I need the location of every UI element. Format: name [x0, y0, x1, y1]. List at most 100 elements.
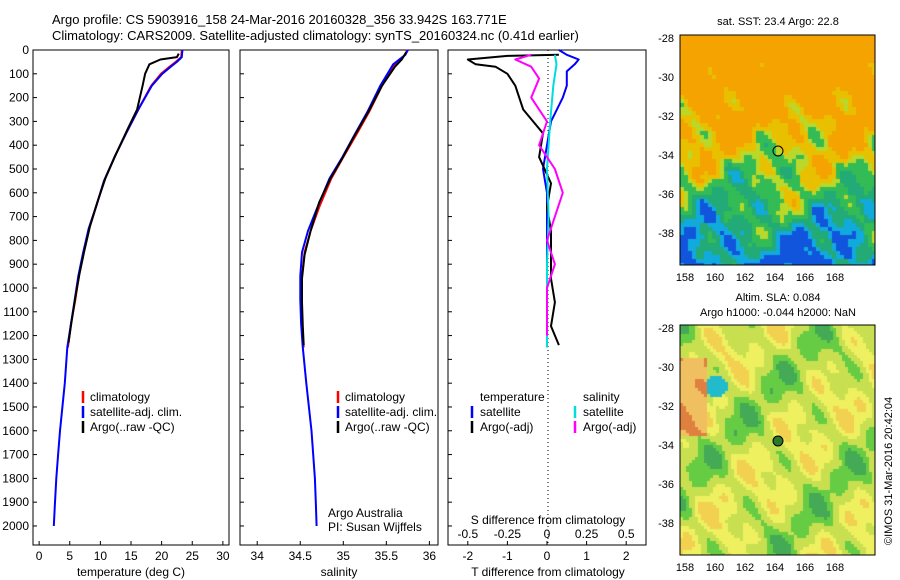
lat-tick-label: -36	[658, 479, 674, 491]
salinity-x-label: salinity	[321, 565, 358, 579]
depth-tick-label: 600	[9, 186, 29, 200]
lon-tick-label: 160	[706, 272, 724, 284]
depth-tick-label: 1100	[3, 305, 29, 319]
lat-tick-label: -30	[658, 362, 674, 374]
series-line-argo-raw-qc-	[302, 52, 406, 345]
series-line-satellite-adj-clim-	[54, 50, 183, 526]
depth-tick-label: 1500	[2, 400, 29, 414]
depth-tick-label: 0	[22, 43, 29, 57]
x-tick-label: 20	[155, 549, 169, 563]
depth-tick-label: 500	[9, 162, 29, 176]
salinity-panel-frame	[240, 50, 438, 545]
depth-tick-label: 1200	[2, 329, 29, 343]
lat-tick-label: -34	[658, 440, 674, 452]
lat-tick-label: -38	[658, 228, 674, 240]
x-tick-label: -2	[462, 549, 473, 563]
salinity-legend: climatology satellite-adj. clim. Argo(..…	[338, 390, 437, 434]
depth-tick-label: 1400	[2, 376, 29, 390]
temperature-legend: climatology satellite-adj. clim. Argo(..…	[83, 390, 182, 434]
lat-tick-label: -32	[658, 401, 674, 413]
depth-tick-label: 1000	[2, 281, 29, 295]
temperature-series	[54, 50, 183, 526]
series-line-salinity-argo-adj-	[515, 55, 563, 336]
lon-tick-label: 166	[796, 272, 814, 284]
pi-label: PI: Susan Wijffels	[328, 520, 422, 534]
depth-tick-label: 300	[9, 114, 29, 128]
x-tick-label: 25	[186, 549, 200, 563]
legend-argo-label: Argo(..raw -QC)	[345, 420, 430, 434]
legend-satellite-label: satellite-adj. clim.	[345, 405, 437, 419]
difference-s-label: S difference from climatology	[471, 513, 626, 527]
depth-tick-label: 1900	[2, 495, 29, 509]
depth-tick-label: 800	[9, 233, 29, 247]
x-tick-label: 15	[124, 549, 138, 563]
difference-t-label: T difference from climatology	[471, 565, 625, 579]
x-tick-label: 0	[544, 549, 551, 563]
x-tick-label: 0	[36, 549, 43, 563]
depth-tick-label: 1600	[2, 424, 29, 438]
s-tick-label: 0.25	[575, 527, 599, 541]
salinity-x-ticks: 34 34.5 35 35.5 36	[251, 541, 437, 563]
series-line-argo-raw-qc-	[69, 54, 179, 343]
lon-tick-label: 158	[676, 562, 694, 574]
legend-s-satellite-label: satellite	[583, 405, 624, 419]
x-tick-label: 30	[216, 549, 230, 563]
salinity-series	[300, 50, 408, 526]
sla-map-title-line2: Argo h1000: -0.044 h2000: NaN	[700, 307, 856, 319]
x-tick-label: 5	[66, 549, 73, 563]
lon-tick-label: 164	[766, 272, 784, 284]
lat-tick-label: -28	[658, 33, 674, 45]
s-tick-label: -0.25	[494, 527, 522, 541]
x-tick-label: 36	[423, 549, 437, 563]
sla-map	[680, 325, 875, 555]
depth-tick-label: 100	[9, 67, 29, 81]
lon-tick-label: 162	[736, 272, 754, 284]
legend-salinity-title: salinity	[583, 390, 620, 404]
legend-argo-label: Argo(..raw -QC)	[90, 420, 175, 434]
sla-map-title-line1: Altim. SLA: 0.084	[736, 292, 821, 304]
x-tick-label: 1	[583, 549, 590, 563]
lon-tick-label: 160	[706, 562, 724, 574]
sst-map	[680, 35, 875, 265]
sst-map-title: sat. SST: 23.4 Argo: 22.8	[717, 16, 839, 28]
legend-satellite-label: satellite-adj. clim.	[90, 405, 182, 419]
legend-s-argo-label: Argo(-adj)	[583, 420, 636, 434]
x-tick-label: -1	[502, 549, 513, 563]
depth-tick-label: 1700	[2, 448, 29, 462]
lon-tick-label: 164	[766, 562, 784, 574]
lat-tick-label: -28	[658, 323, 674, 335]
series-line-climatology	[68, 50, 182, 348]
depth-tick-label: 900	[9, 257, 29, 271]
series-line-temperature-argo-adj-	[468, 55, 559, 345]
x-tick-label: 35.5	[375, 549, 399, 563]
depth-tick-label: 1300	[2, 352, 29, 366]
series-line-climatology	[301, 50, 407, 348]
s-tick-label: -0.5	[457, 527, 478, 541]
x-tick-label: 35	[337, 549, 351, 563]
x-tick-label: 10	[94, 549, 108, 563]
lat-tick-label: -34	[658, 150, 674, 162]
legend-t-satellite-label: satellite	[480, 405, 521, 419]
depth-tick-label: 700	[9, 210, 29, 224]
depth-tick-label: 1800	[2, 471, 29, 485]
depth-tick-label: 200	[9, 91, 29, 105]
lon-tick-label: 168	[826, 562, 844, 574]
argo-australia-label: Argo Australia	[328, 506, 403, 520]
lat-tick-label: -36	[658, 189, 674, 201]
imos-credit: ©IMOS 31-Mar-2016 20:42:04	[883, 397, 895, 545]
series-line-satellite-adj-clim-	[300, 50, 408, 526]
legend-temperature-title: temperature	[480, 390, 545, 404]
x-tick-label: 2	[623, 549, 630, 563]
lon-tick-label: 168	[826, 272, 844, 284]
lon-tick-label: 166	[796, 562, 814, 574]
temperature-x-label: temperature (deg C)	[77, 565, 185, 579]
legend-climatology-label: climatology	[345, 390, 405, 404]
x-tick-label: 34.5	[289, 549, 313, 563]
depth-tick-label: 400	[9, 138, 29, 152]
x-tick-label: 34	[251, 549, 265, 563]
lat-tick-label: -38	[658, 518, 674, 530]
lat-tick-label: -32	[658, 111, 674, 123]
s-tick-label: 0	[544, 527, 551, 541]
difference-series	[468, 50, 579, 348]
legend-climatology-label: climatology	[90, 390, 150, 404]
